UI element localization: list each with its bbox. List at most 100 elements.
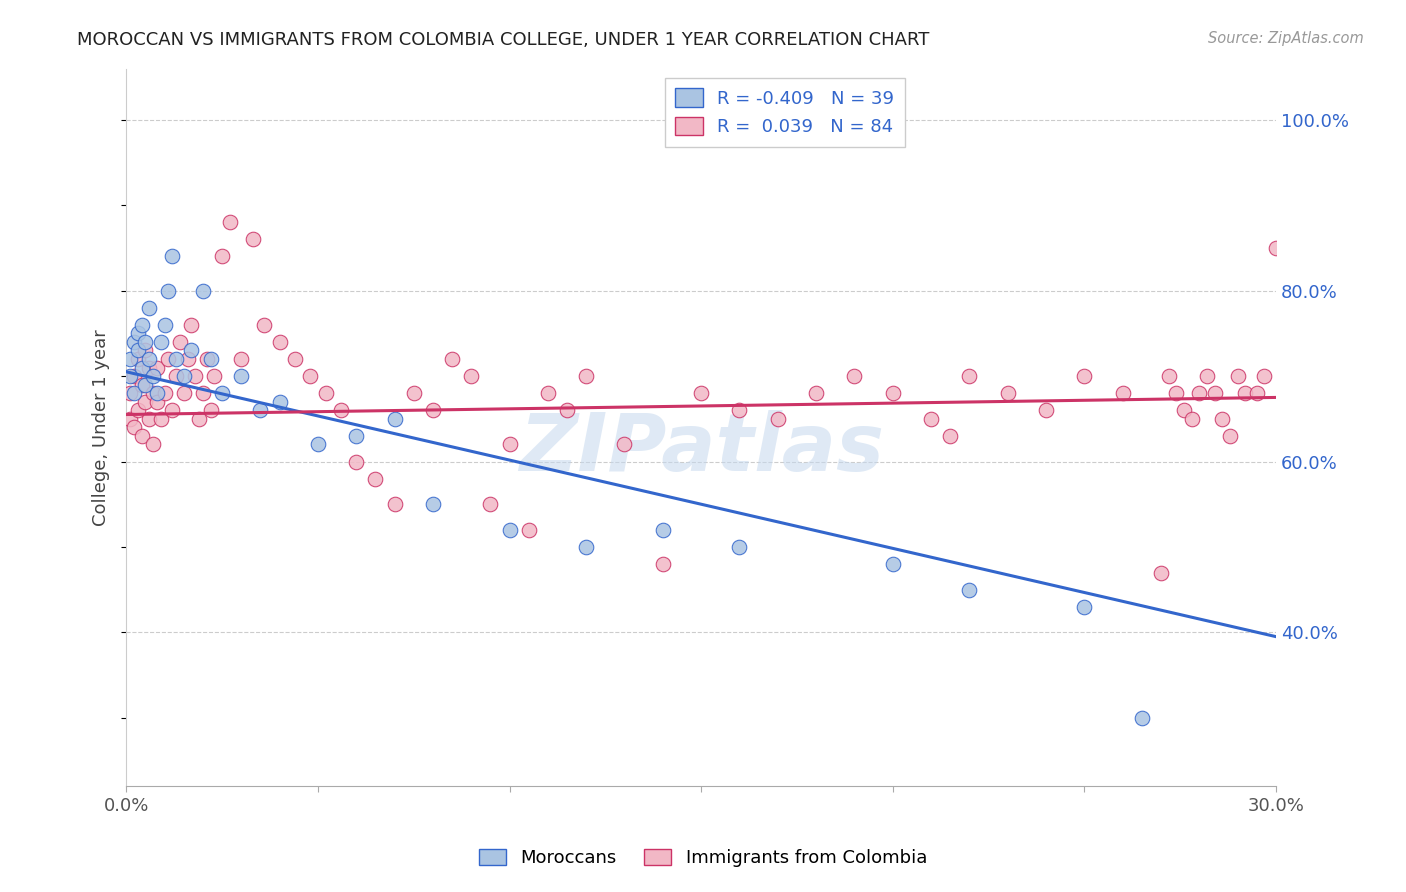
Text: ZIPatlas: ZIPatlas	[519, 409, 883, 488]
Point	[127, 351, 149, 366]
Point	[1204, 386, 1226, 401]
Point	[1219, 429, 1241, 443]
Point	[384, 497, 406, 511]
Point	[384, 411, 406, 425]
Point	[134, 334, 156, 349]
Point	[460, 369, 482, 384]
Legend: Moroccans, Immigrants from Colombia: Moroccans, Immigrants from Colombia	[472, 841, 934, 874]
Point	[188, 411, 211, 425]
Point	[242, 232, 264, 246]
Point	[1265, 241, 1288, 255]
Point	[191, 386, 214, 401]
Point	[344, 454, 367, 468]
Point	[127, 403, 149, 417]
Point	[138, 351, 160, 366]
Point	[402, 386, 425, 401]
Point	[882, 386, 904, 401]
Point	[1188, 386, 1211, 401]
Point	[176, 351, 198, 366]
Point	[441, 351, 464, 366]
Point	[804, 386, 827, 401]
Point	[1173, 403, 1195, 417]
Point	[149, 411, 172, 425]
Point	[1211, 411, 1233, 425]
Point	[218, 215, 240, 229]
Point	[1195, 369, 1218, 384]
Point	[1035, 403, 1057, 417]
Point	[173, 369, 195, 384]
Point	[231, 351, 253, 366]
Point	[157, 351, 180, 366]
Point	[231, 369, 253, 384]
Point	[122, 420, 145, 434]
Legend: R = -0.409   N = 39, R =  0.039   N = 84: R = -0.409 N = 39, R = 0.039 N = 84	[665, 78, 905, 147]
Point	[146, 360, 169, 375]
Point	[498, 523, 520, 537]
Point	[153, 386, 176, 401]
Point	[149, 334, 172, 349]
Point	[195, 351, 218, 366]
Point	[957, 582, 980, 597]
Point	[1246, 386, 1268, 401]
Point	[191, 284, 214, 298]
Point	[142, 369, 165, 384]
Point	[120, 369, 142, 384]
Point	[249, 403, 271, 417]
Point	[329, 403, 352, 417]
Point	[131, 429, 153, 443]
Point	[766, 411, 789, 425]
Point	[882, 557, 904, 571]
Point	[180, 343, 202, 358]
Point	[142, 386, 165, 401]
Point	[422, 403, 444, 417]
Point	[120, 411, 142, 425]
Point	[146, 386, 169, 401]
Point	[120, 386, 142, 401]
Point	[1181, 411, 1204, 425]
Point	[651, 557, 673, 571]
Point	[1157, 369, 1180, 384]
Point	[122, 334, 145, 349]
Point	[1111, 386, 1133, 401]
Point	[131, 360, 153, 375]
Point	[142, 437, 165, 451]
Point	[1130, 711, 1153, 725]
Point	[575, 369, 598, 384]
Point	[1234, 386, 1257, 401]
Point	[1226, 369, 1249, 384]
Point	[307, 437, 329, 451]
Point	[728, 540, 751, 554]
Point	[939, 429, 962, 443]
Text: Source: ZipAtlas.com: Source: ZipAtlas.com	[1208, 31, 1364, 46]
Point	[200, 403, 222, 417]
Point	[422, 497, 444, 511]
Point	[555, 403, 578, 417]
Point	[127, 326, 149, 341]
Point	[344, 429, 367, 443]
Point	[211, 386, 233, 401]
Point	[613, 437, 636, 451]
Point	[138, 360, 160, 375]
Point	[269, 394, 291, 409]
Point	[537, 386, 560, 401]
Point	[131, 318, 153, 332]
Point	[957, 369, 980, 384]
Y-axis label: College, Under 1 year: College, Under 1 year	[93, 329, 110, 525]
Point	[138, 411, 160, 425]
Point	[134, 394, 156, 409]
Point	[162, 403, 184, 417]
Point	[127, 343, 149, 358]
Point	[211, 250, 233, 264]
Point	[651, 523, 673, 537]
Point	[920, 411, 942, 425]
Point	[162, 250, 184, 264]
Point	[134, 343, 156, 358]
Point	[180, 318, 202, 332]
Point	[728, 403, 751, 417]
Point	[1166, 386, 1188, 401]
Point	[134, 377, 156, 392]
Text: MOROCCAN VS IMMIGRANTS FROM COLOMBIA COLLEGE, UNDER 1 YEAR CORRELATION CHART: MOROCCAN VS IMMIGRANTS FROM COLOMBIA COL…	[77, 31, 929, 49]
Point	[165, 351, 187, 366]
Point	[1253, 369, 1275, 384]
Point	[498, 437, 520, 451]
